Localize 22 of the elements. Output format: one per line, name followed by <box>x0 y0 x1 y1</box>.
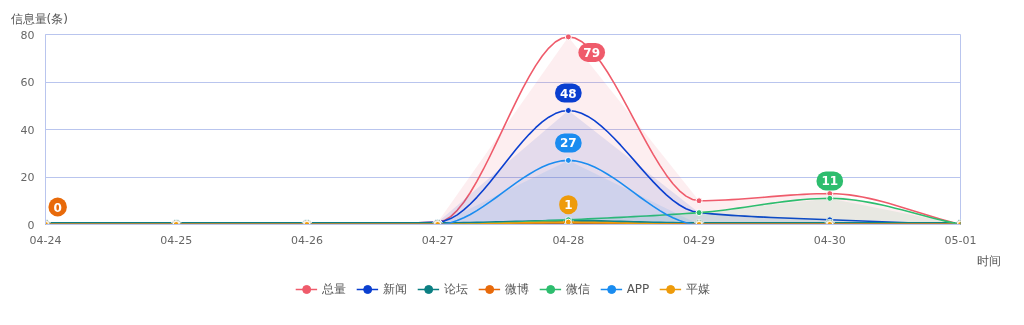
legend-label: 微信 <box>565 280 590 298</box>
legend-label: 总量 <box>321 280 346 298</box>
y-axis-title: 信息量(条) <box>10 11 68 26</box>
legend-label: 微博 <box>504 280 529 298</box>
y-tick-label: 60 <box>20 76 35 89</box>
legend-label: 论坛 <box>443 280 468 298</box>
x-tick-label: 05-01 <box>944 233 977 247</box>
legend-label: 新闻 <box>382 280 407 298</box>
y-tick-label: 20 <box>20 171 35 184</box>
x-tick-label: 04-24 <box>29 233 62 247</box>
x-axis-title: 时间 <box>976 253 1001 268</box>
legend-label: 平媒 <box>686 280 711 298</box>
x-tick-label: 04-30 <box>813 233 846 247</box>
y-tick-label: 40 <box>20 123 35 137</box>
y-tick-label: 80 <box>20 28 35 42</box>
x-tick-label: 04-27 <box>421 233 454 247</box>
x-tick-label: 04-28 <box>552 233 585 247</box>
legend-label: APP <box>626 282 650 296</box>
x-tick-label: 04-26 <box>290 233 323 247</box>
y-tick-label: 0 <box>27 218 35 232</box>
x-tick-label: 04-29 <box>683 233 716 247</box>
x-tick-label: 04-25 <box>160 233 193 247</box>
